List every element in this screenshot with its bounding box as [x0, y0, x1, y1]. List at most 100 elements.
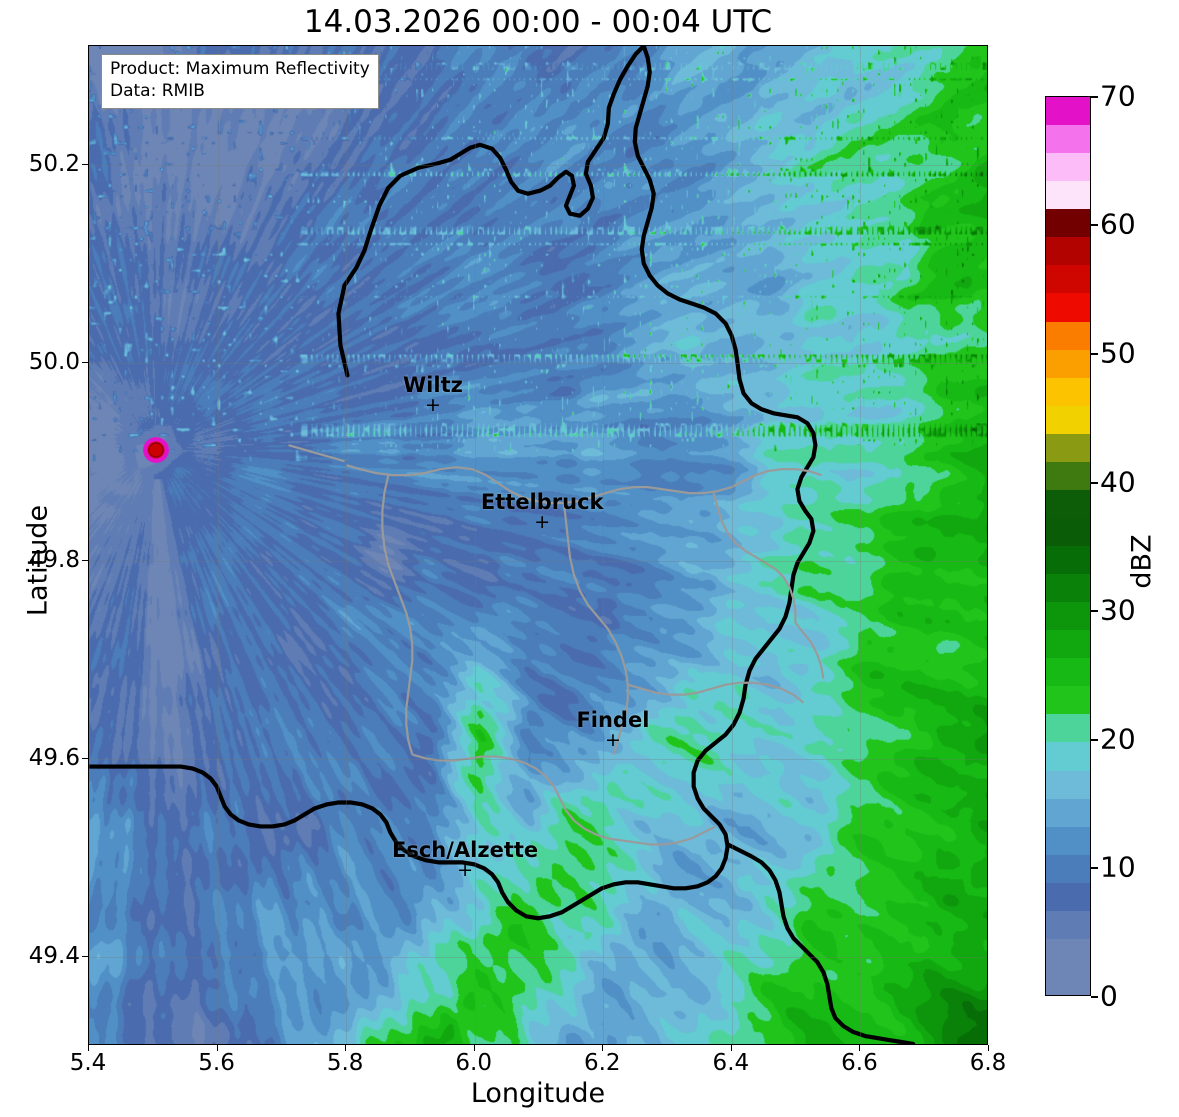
colorbar-band [1046, 181, 1090, 210]
y-tick-label: 49.6 [28, 744, 80, 771]
radar-reflectivity-raster [89, 46, 987, 1044]
colorbar-band [1046, 125, 1090, 154]
neighbour-border-east [725, 842, 916, 1044]
colorbar-band [1046, 882, 1090, 911]
colorbar-tick-label: 40 [1100, 465, 1136, 499]
x-tick-mark [988, 1045, 989, 1051]
y-tick-mark [82, 757, 88, 759]
map-vector-overlay [89, 46, 916, 1044]
colorbar-tick-label: 30 [1100, 593, 1136, 627]
y-tick-label: 50.2 [28, 150, 80, 177]
x-tick-mark [602, 1045, 604, 1051]
colorbar-tick-mark [1091, 739, 1098, 741]
radar-site-dot-icon [148, 442, 164, 458]
colorbar-band [1046, 630, 1090, 659]
colorbar-band [1046, 714, 1090, 743]
colorbar-band [1046, 405, 1090, 434]
colorbar-band [1046, 349, 1090, 378]
radar-site-marker[interactable] [142, 436, 169, 463]
x-tick-label: 6.8 [969, 1050, 1007, 1076]
colorbar-band [1046, 574, 1090, 603]
y-tick-mark [82, 955, 88, 957]
gridline-horizontal [89, 560, 987, 562]
colorbar-band [1046, 265, 1090, 294]
colorbar-tick-label: 50 [1100, 336, 1136, 370]
x-tick-mark [473, 1045, 475, 1051]
gridline-horizontal [89, 956, 987, 958]
gridline-vertical [860, 46, 862, 1044]
district-boundaries [288, 444, 825, 846]
info-box: Product: Maximum Reflectivity Data: RMIB [101, 54, 379, 109]
x-tick-mark [345, 1045, 347, 1051]
colorbar-label: dBZ [1126, 534, 1158, 589]
gridline-horizontal [89, 164, 987, 166]
y-tick-mark [82, 361, 88, 363]
x-tick-mark [216, 1045, 218, 1051]
gridline-vertical [731, 46, 733, 1044]
colorbar-tick-label: 70 [1100, 79, 1136, 113]
info-product-line: Product: Maximum Reflectivity [110, 59, 370, 79]
colorbar-tick-label: 0 [1100, 979, 1118, 1013]
colorbar-band [1046, 742, 1090, 771]
colorbar-band [1046, 209, 1090, 238]
colorbar-band [1046, 966, 1090, 995]
colorbar-tick-label: 60 [1100, 207, 1136, 241]
gridline-vertical [603, 46, 605, 1044]
colorbar-band [1046, 489, 1090, 518]
colorbar-band [1046, 433, 1090, 462]
colorbar-tick-label: 20 [1100, 722, 1136, 756]
colorbar-band [1046, 798, 1090, 827]
colorbar-band [1046, 293, 1090, 322]
colorbar-band [1046, 517, 1090, 546]
radar-map-plot[interactable]: Product: Maximum Reflectivity Data: RMIB… [88, 45, 988, 1045]
x-tick-label: 6.2 [583, 1050, 621, 1076]
colorbar-tick-label: 10 [1100, 850, 1136, 884]
x-axis-label: Longitude [470, 1078, 606, 1109]
page-title: 14.03.2026 00:00 - 00:04 UTC [303, 4, 773, 40]
colorbar-tick-mark [1091, 96, 1098, 98]
x-tick-mark [859, 1045, 861, 1051]
x-tick-label: 6.6 [841, 1050, 878, 1076]
colorbar-band [1046, 770, 1090, 799]
colorbar-band [1046, 602, 1090, 631]
colorbar-tick-mark [1091, 353, 1098, 355]
colorbar-band [1046, 377, 1090, 406]
colorbar-band [1046, 658, 1090, 687]
gridline-horizontal [89, 758, 987, 760]
x-tick-label: 6.4 [712, 1050, 750, 1076]
y-tick-label: 49.4 [28, 942, 80, 969]
colorbar-tick-mark [1091, 996, 1098, 998]
gridline-vertical [89, 46, 90, 1044]
colorbar-tick-mark [1091, 482, 1098, 484]
y-tick-label: 49.8 [28, 546, 80, 573]
y-tick-mark [82, 163, 88, 165]
colorbar-band [1046, 826, 1090, 855]
gridline-vertical [474, 46, 476, 1044]
gridline-horizontal [89, 362, 987, 364]
colorbar-band [1046, 686, 1090, 715]
x-tick-mark [730, 1045, 732, 1051]
colorbar-band [1046, 910, 1090, 939]
y-tick-label: 50.0 [28, 348, 80, 375]
gridline-vertical [346, 46, 348, 1044]
colorbar-band [1046, 546, 1090, 575]
colorbar-band [1046, 321, 1090, 350]
luxembourg-border [89, 46, 818, 921]
colorbar-tick-mark [1091, 224, 1098, 226]
colorbar-band [1046, 938, 1090, 967]
x-tick-label: 6.0 [455, 1050, 492, 1076]
colorbar-band [1046, 237, 1090, 266]
colorbar-band [1046, 97, 1090, 126]
colorbar-band [1046, 461, 1090, 490]
y-axis-label: Latitude [22, 504, 54, 617]
x-tick-mark [88, 1045, 89, 1051]
x-tick-label: 5.4 [69, 1050, 107, 1076]
colorbar-band [1046, 854, 1090, 883]
colorbar-tick-mark [1091, 610, 1098, 612]
colorbar[interactable] [1045, 96, 1091, 996]
x-tick-label: 5.6 [198, 1050, 235, 1076]
info-data-line: Data: RMIB [110, 80, 205, 101]
gridline-vertical [217, 46, 219, 1044]
colorbar-tick-mark [1091, 867, 1098, 869]
x-tick-label: 5.8 [326, 1050, 364, 1076]
